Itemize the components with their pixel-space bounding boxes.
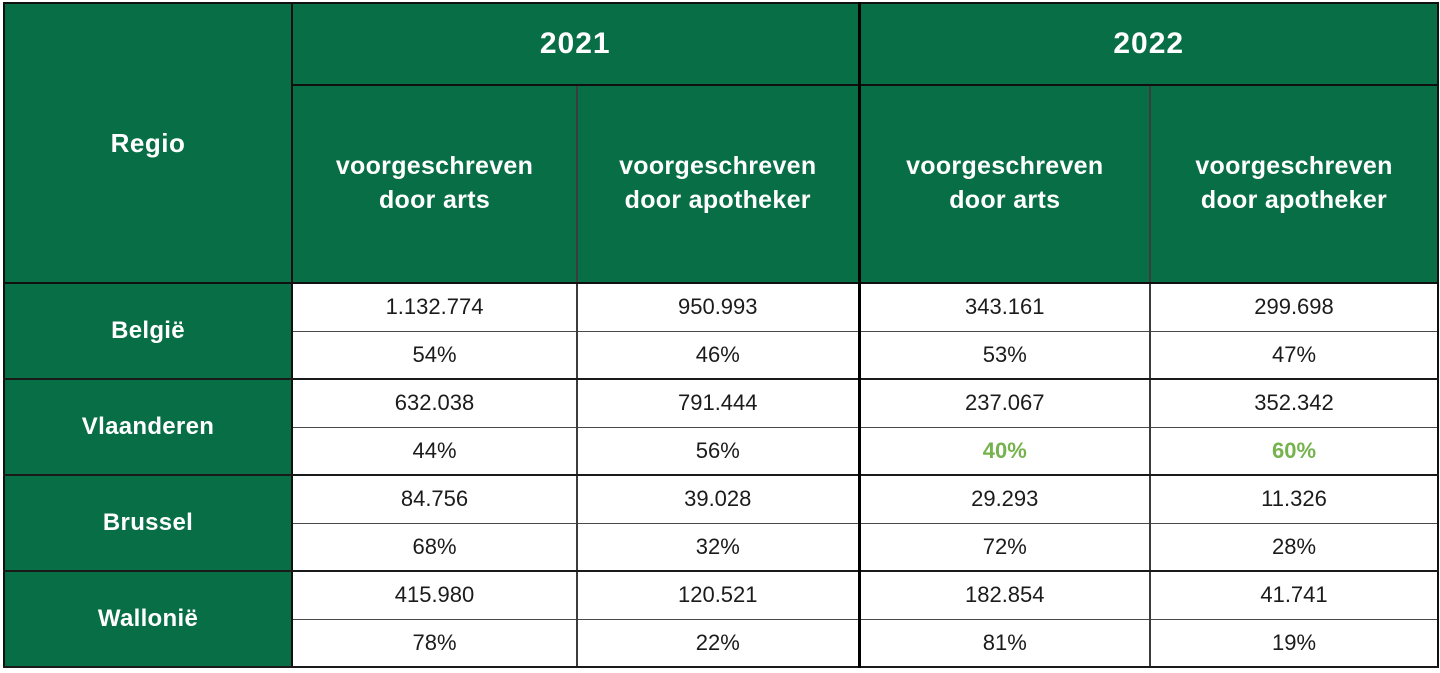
cell-count: 352.342	[1150, 379, 1438, 428]
cell-percent: 56%	[577, 427, 861, 476]
region-label-brussel: Brussel	[4, 475, 293, 572]
table-row-belgie-counts: België 1.132.774 950.993 343.161 299.698	[4, 283, 1438, 380]
cell-count: 29.293	[859, 475, 1151, 524]
cell-percent-highlighted: 60%	[1150, 427, 1438, 476]
cell-count: 1.132.774	[292, 283, 578, 332]
cell-count: 84.756	[292, 475, 578, 524]
cell-count: 182.854	[859, 571, 1151, 620]
regio-column-header: Regio	[4, 3, 293, 284]
year-header-2022: 2022	[859, 3, 1438, 86]
cell-count: 11.326	[1150, 475, 1438, 524]
prescriptions-table: Regio 2021 2022 voorgeschreven door arts…	[3, 2, 1439, 668]
cell-percent: 54%	[292, 331, 578, 380]
year-header-row: Regio 2021 2022	[4, 3, 1438, 284]
subheader-2021-arts: voorgeschreven door arts	[292, 85, 578, 284]
cell-count: 791.444	[577, 379, 861, 428]
region-label-wallonie: Wallonië	[4, 571, 293, 668]
cell-count: 632.038	[292, 379, 578, 428]
table-row-wallonie-counts: Wallonië 415.980 120.521 182.854 41.741	[4, 571, 1438, 668]
subheader-2022-apotheker: voorgeschreven door apotheker	[1150, 85, 1438, 284]
cell-count: 39.028	[577, 475, 861, 524]
cell-percent: 81%	[859, 619, 1151, 668]
cell-count: 343.161	[859, 283, 1151, 332]
cell-percent: 28%	[1150, 523, 1438, 572]
cell-percent-highlighted: 40%	[859, 427, 1151, 476]
cell-percent: 72%	[859, 523, 1151, 572]
cell-percent: 32%	[577, 523, 861, 572]
cell-count: 950.993	[577, 283, 861, 332]
year-header-2021: 2021	[292, 3, 861, 86]
cell-percent: 46%	[577, 331, 861, 380]
table-row-brussel-percents: 68% 32% 72% 28%	[4, 523, 1438, 572]
cell-percent: 44%	[292, 427, 578, 476]
cell-percent: 47%	[1150, 331, 1438, 380]
region-label-belgie: België	[4, 283, 293, 380]
cell-count: 299.698	[1150, 283, 1438, 332]
cell-percent: 19%	[1150, 619, 1438, 668]
subheader-2022-arts: voorgeschreven door arts	[859, 85, 1151, 284]
cell-count: 237.067	[859, 379, 1151, 428]
table-row-wallonie-percents: 78% 22% 81% 19%	[4, 619, 1438, 668]
sub-header-row: voorgeschreven door arts voorgeschreven …	[4, 85, 1438, 284]
subheader-2021-apotheker: voorgeschreven door apotheker	[577, 85, 861, 284]
region-label-vlaanderen: Vlaanderen	[4, 379, 293, 476]
table-row-belgie-percents: 54% 46% 53% 47%	[4, 331, 1438, 380]
cell-count: 41.741	[1150, 571, 1438, 620]
cell-percent: 53%	[859, 331, 1151, 380]
table-row-vlaanderen-counts: Vlaanderen 632.038 791.444 237.067 352.3…	[4, 379, 1438, 476]
table-row-brussel-counts: Brussel 84.756 39.028 29.293 11.326	[4, 475, 1438, 572]
cell-percent: 78%	[292, 619, 578, 668]
cell-count: 120.521	[577, 571, 861, 620]
table-row-vlaanderen-percents: 44% 56% 40% 60%	[4, 427, 1438, 476]
cell-percent: 22%	[577, 619, 861, 668]
cell-percent: 68%	[292, 523, 578, 572]
cell-count: 415.980	[292, 571, 578, 620]
